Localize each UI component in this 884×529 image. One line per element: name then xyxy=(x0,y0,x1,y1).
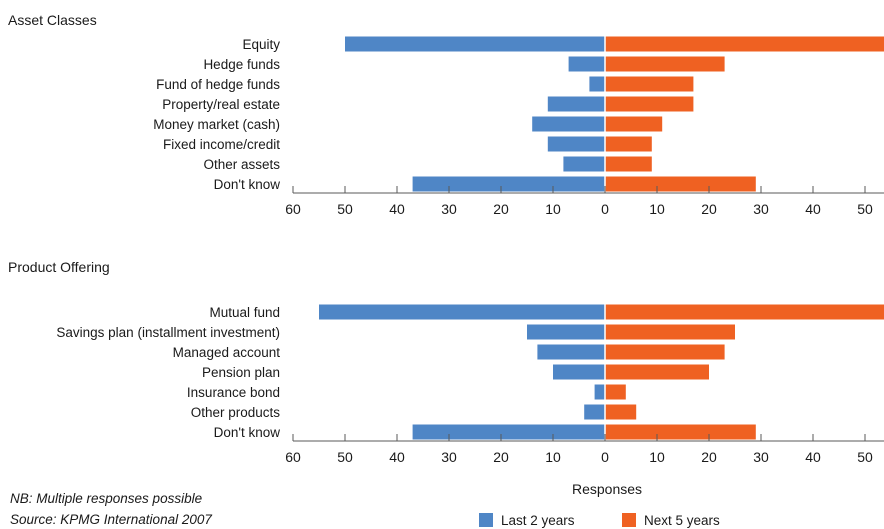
legend-swatch-last-2-years xyxy=(479,513,493,527)
x-tick-label: 30 xyxy=(441,201,457,217)
category-label-money-market-cash: Money market (cash) xyxy=(153,117,280,132)
category-label-insurance-bond: Insurance bond xyxy=(187,385,280,400)
bar-next-5-years-don-t-know xyxy=(605,424,756,440)
category-label-fund-of-hedge-funds: Fund of hedge funds xyxy=(156,77,280,92)
x-tick-label: 30 xyxy=(753,449,769,465)
bar-next-5-years-don-t-know xyxy=(605,176,756,192)
bar-next-5-years-equity xyxy=(605,36,884,52)
category-label-don-t-know: Don't know xyxy=(214,177,281,192)
bar-next-5-years-other-assets xyxy=(605,156,652,172)
chart-title: Asset Classes xyxy=(8,12,97,28)
bar-next-5-years-managed-account xyxy=(605,344,725,360)
category-label-equity: Equity xyxy=(242,37,280,52)
nb-note: NB: Multiple responses possible xyxy=(10,491,202,506)
x-tick-label: 40 xyxy=(389,449,405,465)
x-tick-label: 20 xyxy=(701,449,717,465)
category-label-other-assets: Other assets xyxy=(203,157,280,172)
category-label-other-products: Other products xyxy=(191,405,281,420)
x-tick-label: 60 xyxy=(285,449,301,465)
x-tick-label: 10 xyxy=(649,449,665,465)
x-tick-label: 50 xyxy=(337,449,353,465)
x-tick-label: 20 xyxy=(493,201,509,217)
x-tick-label: 30 xyxy=(753,201,769,217)
bar-last-2-years-managed-account xyxy=(537,344,605,360)
bar-last-2-years-fixed-income-credit xyxy=(547,136,605,152)
bar-last-2-years-equity xyxy=(345,36,605,52)
bar-last-2-years-savings-plan-installment-investment xyxy=(527,324,605,340)
x-tick-label: 10 xyxy=(545,201,561,217)
x-tick-label: 40 xyxy=(805,201,821,217)
bar-next-5-years-fixed-income-credit xyxy=(605,136,652,152)
category-label-managed-account: Managed account xyxy=(173,345,281,360)
bar-last-2-years-mutual-fund xyxy=(319,304,605,320)
x-tick-label: 60 xyxy=(285,201,301,217)
bar-next-5-years-mutual-fund xyxy=(605,304,884,320)
x-tick-label: 50 xyxy=(857,449,873,465)
bar-last-2-years-property-real-estate xyxy=(547,96,605,112)
bar-next-5-years-pension-plan xyxy=(605,364,709,380)
x-tick-label: 30 xyxy=(441,449,457,465)
x-tick-label: 50 xyxy=(337,201,353,217)
legend-swatch-next-5-years xyxy=(622,513,636,527)
bar-next-5-years-other-products xyxy=(605,404,637,420)
source-note: Source: KPMG International 2007 xyxy=(10,512,212,527)
bar-last-2-years-other-products xyxy=(584,404,605,420)
x-tick-label: 0 xyxy=(601,449,609,465)
bar-next-5-years-hedge-funds xyxy=(605,56,725,72)
x-tick-label: 20 xyxy=(701,201,717,217)
chart-title: Product Offering xyxy=(8,259,110,275)
bar-next-5-years-insurance-bond xyxy=(605,384,626,400)
category-label-property-real-estate: Property/real estate xyxy=(162,97,280,112)
legend: Last 2 years Next 5 years xyxy=(479,513,720,528)
bar-last-2-years-money-market-cash xyxy=(532,116,605,132)
bar-last-2-years-hedge-funds xyxy=(568,56,605,72)
legend-label-next-5-years: Next 5 years xyxy=(644,513,720,528)
product-offering-panel: Product Offering Mutual fund Savings plan … xyxy=(8,259,884,465)
x-tick-label: 40 xyxy=(805,449,821,465)
category-label-fixed-income-credit: Fixed income/credit xyxy=(163,137,280,152)
bar-last-2-years-don-t-know xyxy=(412,176,605,192)
bar-last-2-years-pension-plan xyxy=(553,364,605,380)
bar-next-5-years-fund-of-hedge-funds xyxy=(605,76,694,92)
x-tick-label: 10 xyxy=(649,201,665,217)
bar-next-5-years-property-real-estate xyxy=(605,96,694,112)
category-label-savings-plan-installment-investment: Savings plan (installment investment) xyxy=(56,325,280,340)
category-label-hedge-funds: Hedge funds xyxy=(203,57,280,72)
bar-last-2-years-insurance-bond xyxy=(594,384,605,400)
bar-last-2-years-other-assets xyxy=(563,156,605,172)
asset-classes-panel: Asset Classes Equity Hedge funds Fund of he… xyxy=(8,12,884,217)
bar-next-5-years-savings-plan-installment-investment xyxy=(605,324,735,340)
x-tick-label: 0 xyxy=(601,201,609,217)
x-tick-label: 20 xyxy=(493,449,509,465)
bar-last-2-years-fund-of-hedge-funds xyxy=(589,76,605,92)
category-label-pension-plan: Pension plan xyxy=(202,365,280,380)
bar-next-5-years-money-market-cash xyxy=(605,116,663,132)
x-tick-label: 10 xyxy=(545,449,561,465)
x-tick-label: 40 xyxy=(389,201,405,217)
category-label-don-t-know: Don't know xyxy=(214,425,281,440)
bar-last-2-years-don-t-know xyxy=(412,424,605,440)
category-label-mutual-fund: Mutual fund xyxy=(209,305,280,320)
x-axis-title: Responses xyxy=(572,481,642,497)
x-tick-label: 50 xyxy=(857,201,873,217)
legend-label-last-2-years: Last 2 years xyxy=(501,513,575,528)
